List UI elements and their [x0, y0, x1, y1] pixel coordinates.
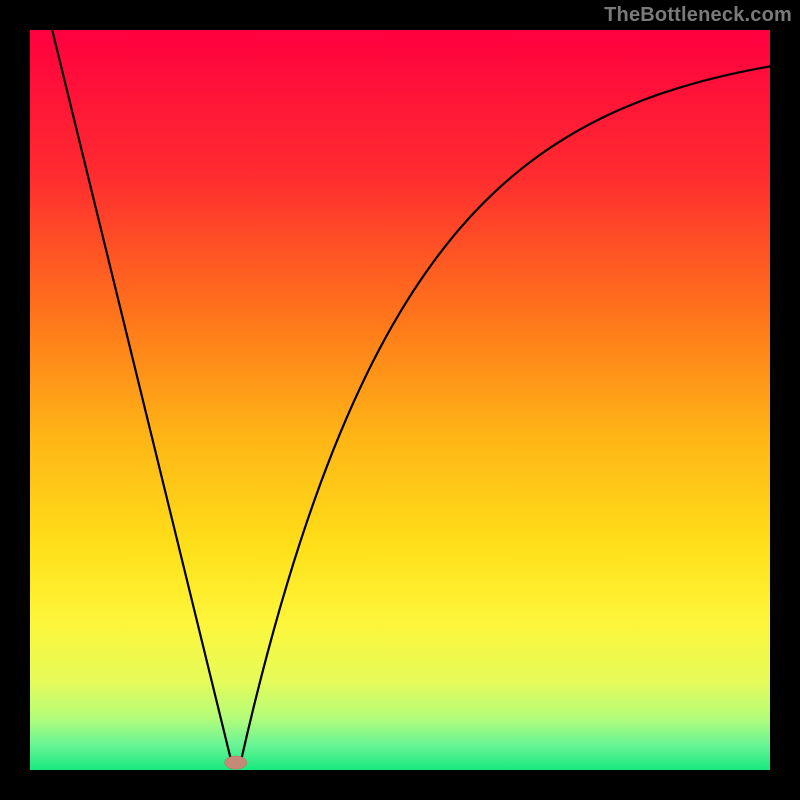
- chart-svg: [0, 0, 800, 800]
- chart-container: TheBottleneck.com: [0, 0, 800, 800]
- watermark-text: TheBottleneck.com: [604, 4, 792, 27]
